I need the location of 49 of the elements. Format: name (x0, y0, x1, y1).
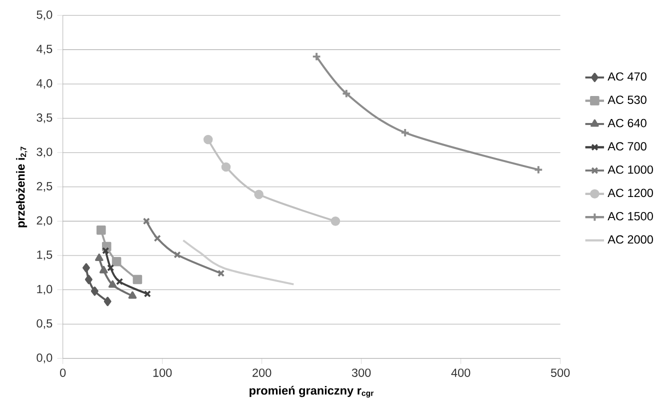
point (82, 263, 90, 272)
x-tick-label: 200 (252, 368, 272, 377)
x-axis-title: promień graniczny r$_{cgr}$ (250, 386, 374, 398)
y-tick-label: 0,5 (36, 319, 52, 329)
x-tick-label: 500 (550, 368, 570, 377)
legend-label: AC 470 (608, 72, 646, 81)
legend-label: AC 1000 (608, 165, 653, 174)
point (203, 134, 213, 144)
legend-label: AC 530 (608, 95, 646, 104)
y-tick-label: 1,0 (37, 284, 52, 294)
point (96, 225, 106, 235)
point (254, 190, 264, 199)
point (112, 256, 122, 266)
point (330, 216, 340, 226)
y-tick-label: 3,0 (36, 148, 52, 158)
y-tick-label: 1,5 (37, 250, 52, 260)
point (154, 234, 161, 242)
point (174, 251, 181, 258)
x-tick-label: 0 (60, 368, 66, 377)
point (116, 278, 124, 285)
x-tick-label: 400 (451, 368, 470, 377)
point (84, 274, 92, 284)
y-tick-label: 3,5 (36, 113, 52, 123)
x-tick-label: 100 (153, 368, 172, 377)
legend-label: AC 2000 (608, 235, 653, 244)
line-series (182, 239, 295, 286)
point (108, 280, 117, 288)
point (95, 253, 104, 261)
point (90, 286, 98, 296)
legend-label: AC 1200 (608, 188, 653, 197)
y-tick-label: 2,0 (36, 216, 52, 226)
y-tick-label: 4,0 (36, 78, 52, 89)
y-axis-title: przełożenie i$_{2,7}$ (16, 146, 28, 228)
point (342, 88, 352, 98)
y-tick-label: 5,0 (36, 10, 52, 20)
y-tick-label: 4,5 (36, 44, 52, 54)
point (400, 128, 410, 138)
point (132, 274, 142, 284)
point (221, 162, 231, 172)
x-tick-label: 300 (352, 368, 371, 377)
point (107, 264, 114, 272)
point (104, 296, 112, 306)
legend-label: AC 640 (608, 118, 646, 128)
point (99, 266, 108, 274)
y-tick-label: 2,5 (36, 182, 52, 192)
y-tick-label: 0,0 (36, 353, 52, 364)
point (128, 291, 137, 299)
legend-label: AC 700 (608, 142, 646, 150)
legend-label: AC 1500 (608, 212, 653, 220)
